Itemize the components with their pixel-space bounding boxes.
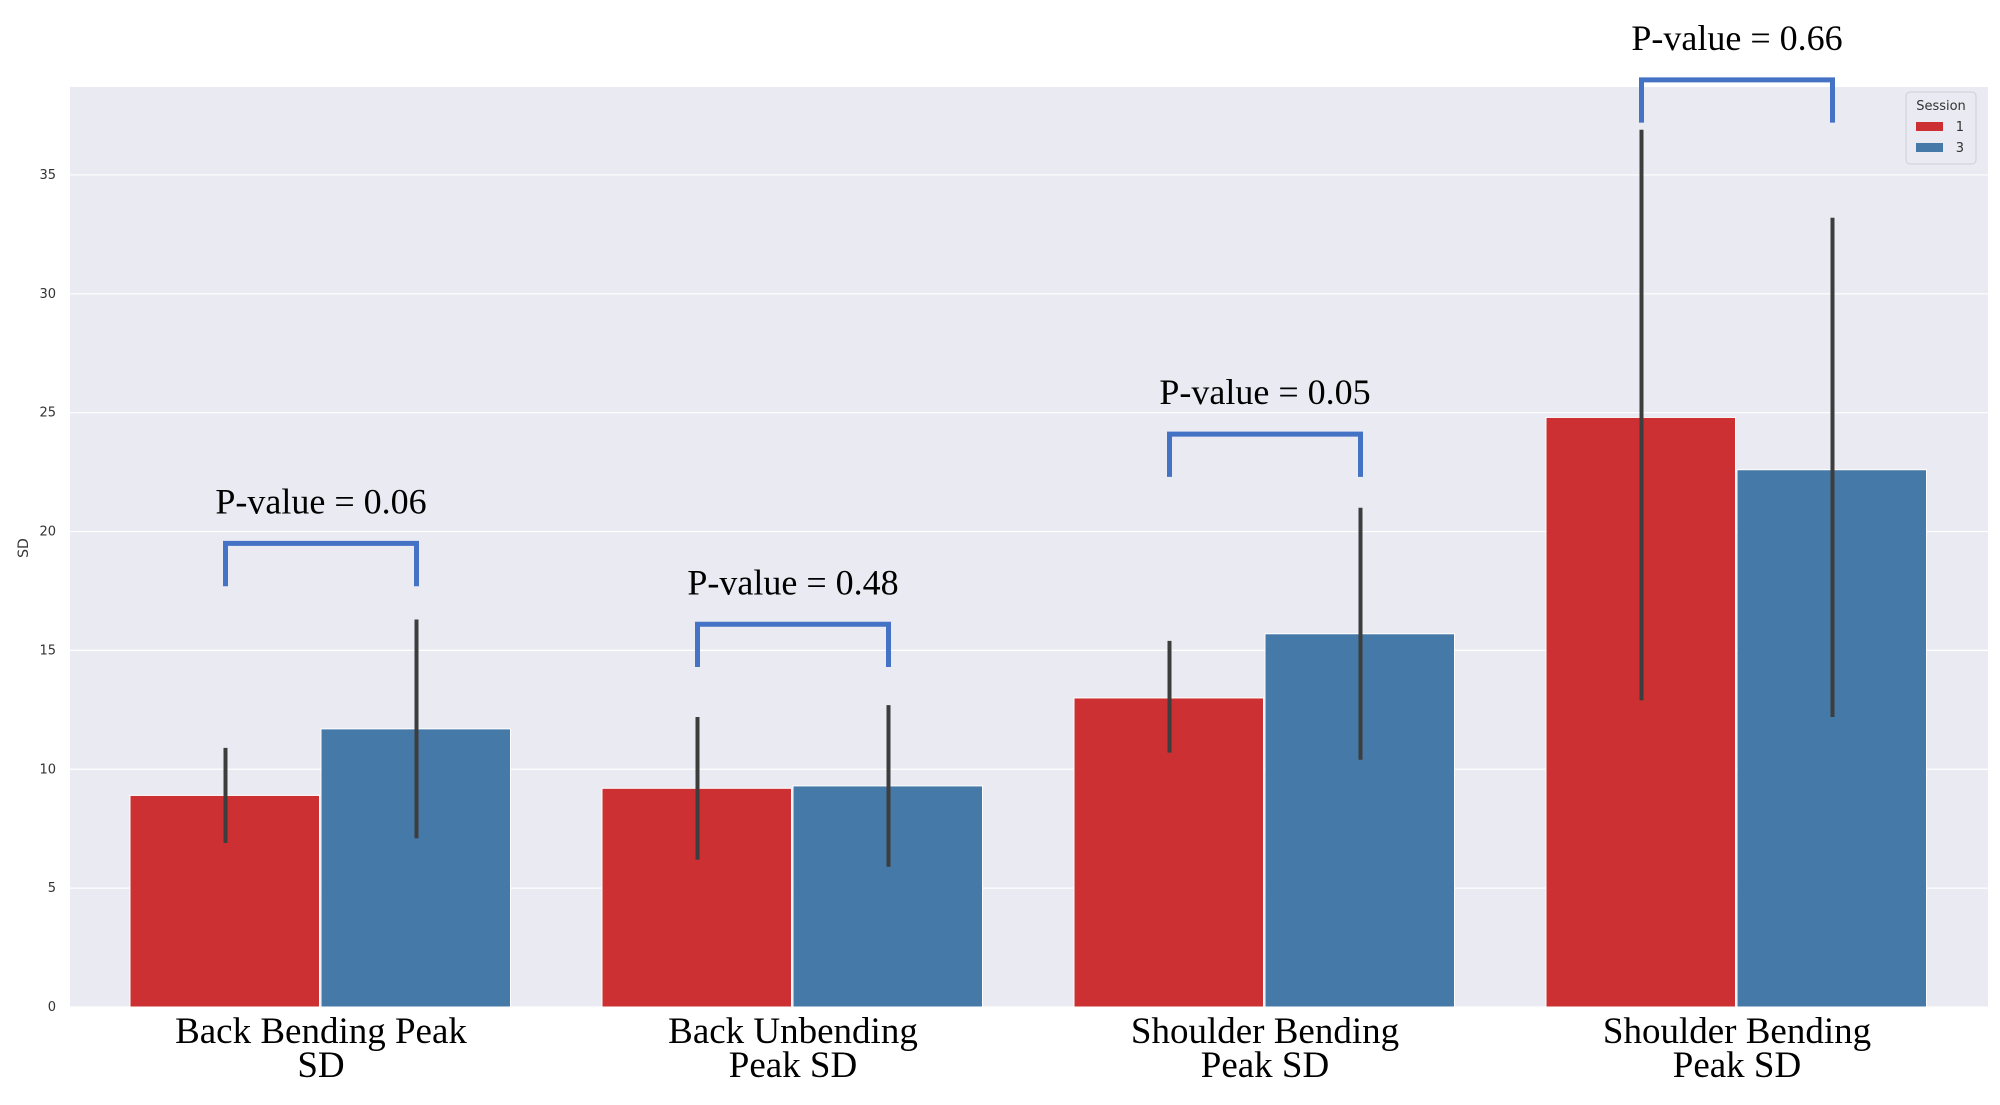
bars xyxy=(129,416,1927,1008)
x-tick-label: SD xyxy=(297,1045,344,1086)
y-tick-label: 5 xyxy=(48,881,56,896)
legend-item-label: 3 xyxy=(1956,141,1964,156)
legend-swatch xyxy=(1916,122,1943,131)
y-tick-label: 20 xyxy=(39,525,56,540)
y-tick-label: 0 xyxy=(48,1000,56,1015)
y-tick-label: 30 xyxy=(39,287,56,302)
significance-bracket xyxy=(223,540,419,587)
legend-item-label: 1 xyxy=(1956,120,1964,135)
y-axis-ticks: 0 5 10 15 20 25 30 35 xyxy=(39,168,56,1015)
p-value-annotations: P-value = 0.06 P-value = 0.48 P-value = 0.… xyxy=(215,18,1843,668)
x-tick-label: Peak SD xyxy=(1673,1045,1801,1086)
significance-bracket xyxy=(695,621,891,668)
y-tick-label: 25 xyxy=(39,406,56,421)
y-tick-label: 15 xyxy=(39,643,56,658)
p-value-label: P-value = 0.66 xyxy=(1631,18,1842,58)
significance-bracket xyxy=(1167,431,1363,477)
error-bars xyxy=(223,129,1835,867)
legend-swatch xyxy=(1916,143,1943,152)
x-tick-label: Back Unbending xyxy=(668,1011,918,1052)
y-tick-label: 10 xyxy=(39,762,56,777)
x-tick-label: Shoulder Bending xyxy=(1131,1011,1399,1052)
p-value-label: P-value = 0.48 xyxy=(687,562,898,602)
x-tick-label: Peak SD xyxy=(1201,1045,1329,1086)
x-tick-label: Peak SD xyxy=(729,1045,857,1086)
y-tick-label: 35 xyxy=(39,168,56,183)
x-tick-label: Shoulder Bending xyxy=(1603,1011,1871,1052)
y-axis-label: SD xyxy=(16,538,32,558)
p-value-label: P-value = 0.06 xyxy=(215,481,426,521)
legend-title: Session xyxy=(1916,99,1966,114)
x-tick-label: Back Bending Peak xyxy=(175,1011,467,1052)
significance-bracket xyxy=(1639,77,1835,123)
legend: Session 1 3 xyxy=(1905,91,1977,165)
p-value-label: P-value = 0.05 xyxy=(1159,372,1370,412)
